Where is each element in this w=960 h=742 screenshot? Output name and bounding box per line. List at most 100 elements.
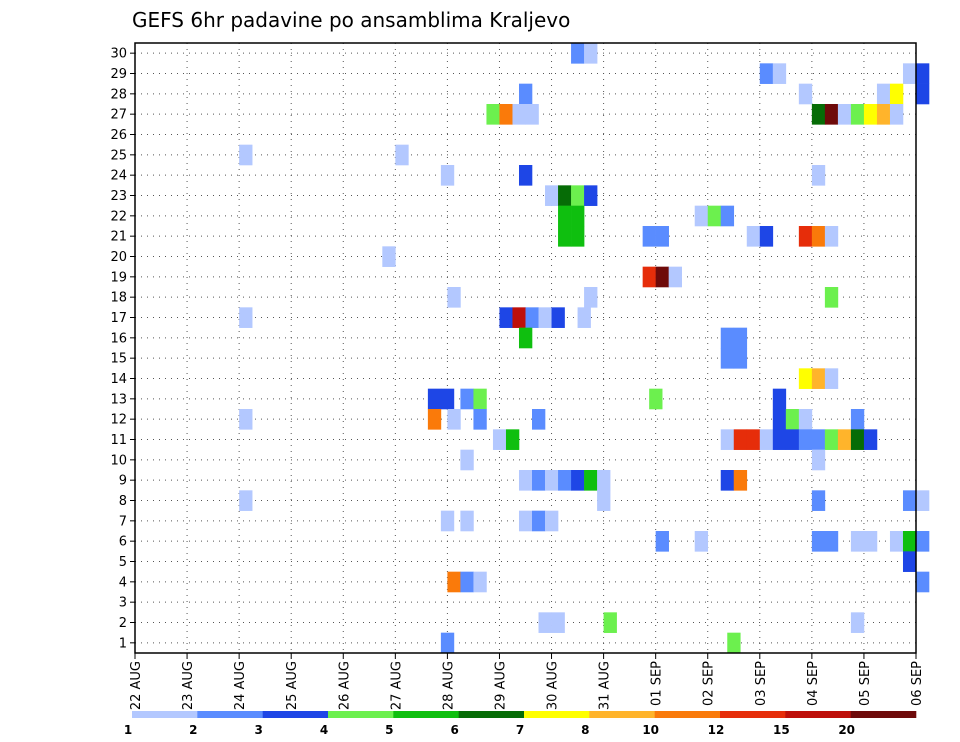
data-cell	[720, 429, 735, 450]
legend-swatch	[132, 711, 198, 718]
legend-label: 5	[385, 723, 393, 737]
data-cell	[759, 226, 774, 247]
legend-swatch	[458, 711, 525, 718]
data-cell	[811, 165, 826, 186]
data-cell	[473, 571, 487, 593]
data-cell	[642, 266, 656, 288]
data-cell	[558, 470, 572, 491]
data-cell	[694, 205, 709, 227]
legend-label: 10	[642, 723, 659, 737]
data-cell	[811, 429, 826, 450]
data-cell	[655, 531, 669, 552]
axes: 1234567891011121314151617181920212223242…	[110, 42, 925, 710]
data-cell	[473, 388, 487, 410]
data-cell	[597, 490, 611, 511]
data-cell	[584, 43, 598, 64]
y-tick-label: 6	[119, 535, 127, 550]
x-tick-label: 27 AUG	[389, 661, 404, 710]
data-cell	[577, 307, 591, 328]
data-cell	[532, 470, 546, 491]
y-tick-label: 24	[110, 169, 127, 184]
y-tick-label: 23	[110, 189, 127, 204]
y-tick-label: 8	[119, 494, 127, 509]
data-cell	[759, 63, 774, 84]
data-cell	[545, 185, 559, 206]
data-cell	[824, 226, 839, 247]
y-tick-label: 13	[110, 392, 127, 407]
data-cell	[486, 104, 500, 125]
legend-label: 7	[516, 723, 524, 737]
legend-swatch	[197, 711, 263, 718]
data-cell	[772, 429, 787, 450]
data-cell	[707, 205, 722, 227]
data-cell	[558, 205, 572, 227]
x-tick-label: 02 SEP	[702, 661, 717, 706]
x-tick-label: 31 AUG	[598, 661, 613, 710]
data-cell	[518, 83, 533, 105]
legend-label: 20	[838, 723, 855, 737]
data-cell	[916, 571, 930, 593]
x-tick-label: 05 SEP	[858, 661, 873, 706]
y-tick-label: 28	[110, 87, 127, 102]
data-cell	[811, 531, 826, 552]
data-cell	[518, 165, 533, 186]
data-cell	[824, 429, 839, 450]
data-cell	[850, 409, 865, 430]
data-cell	[395, 144, 409, 166]
data-cell	[584, 287, 598, 308]
data-cell	[876, 83, 891, 105]
data-cell	[603, 612, 617, 633]
data-cell	[824, 287, 839, 308]
data-cell	[558, 226, 572, 247]
x-tick-label: 03 SEP	[754, 661, 769, 706]
data-cell	[889, 104, 904, 125]
data-cell	[460, 571, 474, 593]
chart-title: GEFS 6hr padavine po ansamblima Kraljevo	[132, 8, 570, 32]
legend-swatch	[328, 711, 394, 718]
data-cell	[863, 429, 878, 450]
data-cell	[447, 287, 461, 308]
data-cell	[772, 63, 787, 84]
x-tick-label: 28 AUG	[441, 661, 456, 710]
legend-label: 15	[773, 723, 790, 737]
data-cell	[824, 531, 839, 552]
y-tick-label: 12	[110, 413, 127, 428]
data-cell	[649, 388, 663, 410]
data-cell	[798, 368, 813, 389]
plot-frame	[134, 42, 917, 654]
data-cell	[863, 531, 878, 552]
data-cell	[492, 429, 507, 450]
legend-swatch	[589, 711, 655, 718]
legend-label: 12	[708, 723, 725, 737]
data-cell	[499, 104, 513, 125]
data-cell	[720, 205, 735, 227]
data-cells	[239, 43, 930, 654]
data-cell	[512, 104, 526, 125]
data-cell	[239, 490, 253, 511]
y-tick-label: 16	[110, 331, 127, 346]
x-tick-label: 04 SEP	[806, 661, 821, 706]
legend-swatch	[720, 711, 786, 718]
data-cell	[525, 307, 539, 328]
data-cell	[727, 632, 741, 654]
data-cell	[720, 327, 735, 349]
data-cell	[551, 307, 565, 328]
legend-label: 8	[581, 723, 589, 737]
data-cell	[571, 43, 585, 64]
legend-label: 2	[189, 723, 197, 737]
data-cell	[746, 226, 761, 247]
data-cell	[759, 429, 774, 450]
data-cell	[720, 470, 735, 491]
data-cell	[440, 510, 455, 532]
data-cell	[525, 104, 539, 125]
data-cell	[518, 470, 533, 491]
x-tick-label: 01 SEP	[650, 661, 665, 706]
data-cell	[571, 185, 585, 206]
legend-swatch	[393, 711, 459, 718]
y-tick-label: 1	[119, 636, 127, 651]
data-cell	[571, 226, 585, 247]
data-cell	[532, 409, 546, 430]
data-cell	[902, 490, 917, 511]
data-cell	[902, 531, 917, 552]
data-cell	[916, 490, 930, 511]
